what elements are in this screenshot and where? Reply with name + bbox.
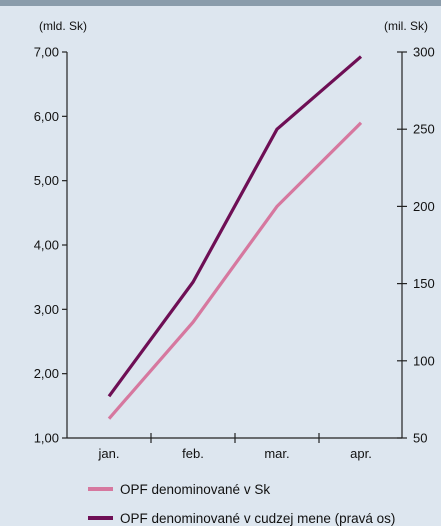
x-axis-ticks: jan. feb. mar. apr. (98, 433, 372, 461)
right-tick-label: 100 (413, 353, 435, 368)
left-tick-label: 4,00 (34, 238, 59, 253)
left-tick-label: 2,00 (34, 366, 59, 381)
right-tick-label: 200 (413, 199, 435, 214)
right-axis-unit: (mil. Sk) (384, 19, 428, 33)
series-line-1 (107, 121, 363, 420)
x-tick-label: jan. (98, 446, 120, 461)
legend: OPF denominované v Sk OPF denominované v … (88, 482, 395, 526)
x-tick-label: mar. (264, 446, 289, 461)
series-lines (107, 55, 363, 420)
right-tick-label: 50 (413, 431, 427, 446)
right-tick-label: 150 (413, 276, 435, 291)
x-tick-label: apr. (350, 446, 372, 461)
legend-label: OPF denominované v cudzej mene (pravá os… (120, 511, 395, 526)
left-tick-label: 5,00 (34, 173, 59, 188)
left-tick-label: 6,00 (34, 109, 59, 124)
left-tick-label: 7,00 (34, 45, 59, 60)
x-tick-label: feb. (182, 446, 204, 461)
left-tick-label: 1,00 (34, 431, 59, 446)
left-axis-ticks: 1,00 2,00 3,00 4,00 5,00 6,00 7,00 (34, 45, 67, 446)
left-tick-label: 3,00 (34, 302, 59, 317)
legend-label: OPF denominované v Sk (120, 482, 270, 497)
left-axis-unit: (mld. Sk) (39, 19, 87, 33)
top-bar (0, 0, 441, 6)
right-tick-label: 300 (413, 45, 435, 60)
right-tick-label: 250 (413, 122, 435, 137)
series-line-2 (107, 55, 363, 398)
right-axis-ticks: 50 100 150 200 250 300 (397, 45, 435, 446)
